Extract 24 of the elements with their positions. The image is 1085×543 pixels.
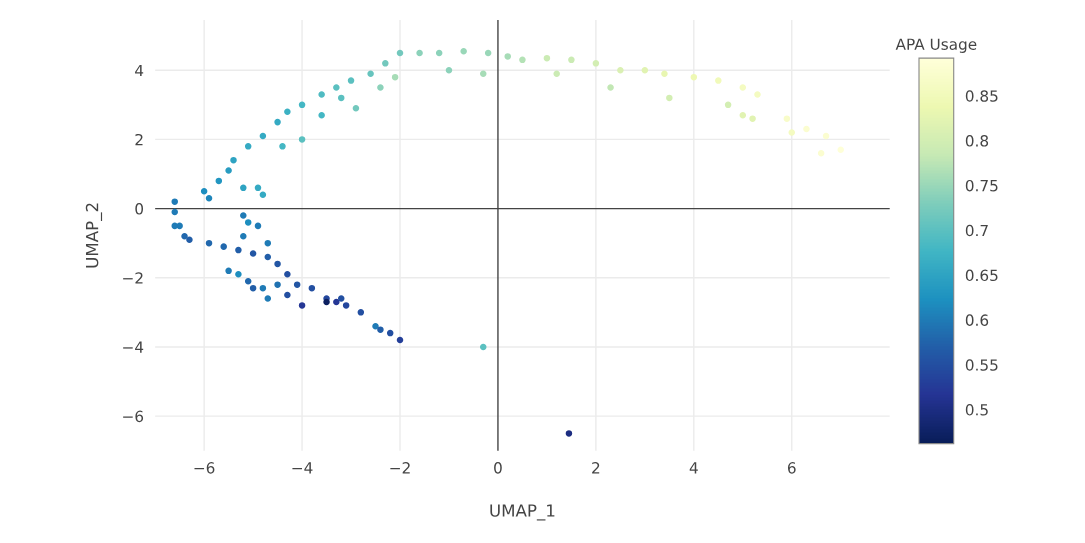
x-tick-label: −2 bbox=[390, 462, 410, 474]
x-tick-label: −4 bbox=[292, 462, 313, 474]
color-bar-label: 0.75 bbox=[965, 179, 998, 192]
x-axis-title: UMAP_1 bbox=[490, 504, 555, 521]
y-tick-label: −6 bbox=[123, 410, 144, 423]
x-tick-label: 2 bbox=[592, 462, 600, 474]
y-tick-label: −4 bbox=[123, 341, 144, 353]
y-tick-label: −2 bbox=[123, 272, 143, 284]
y-tick-label: 2 bbox=[135, 133, 143, 146]
color-bar-label: 0.7 bbox=[965, 224, 988, 237]
color-bar-label: 0.6 bbox=[965, 314, 989, 326]
color-bar-title: APA Usage bbox=[895, 38, 977, 53]
y-tick-label: 0 bbox=[135, 203, 144, 215]
color-bar-label: 0.5 bbox=[965, 404, 988, 416]
x-tick-label: 6 bbox=[787, 462, 796, 474]
y-axis-title: UMAP_2 bbox=[85, 203, 103, 268]
x-tick-label: 4 bbox=[689, 462, 698, 474]
color-bar-label: 0.85 bbox=[965, 90, 998, 102]
x-tick-label: 0 bbox=[494, 462, 502, 474]
color-bar-label: 0.8 bbox=[965, 135, 989, 147]
x-tick-label: −6 bbox=[194, 462, 215, 474]
y-tick-label: 4 bbox=[135, 64, 144, 77]
color-bar-label: 0.65 bbox=[965, 269, 998, 282]
color-bar-label: 0.55 bbox=[965, 359, 998, 371]
